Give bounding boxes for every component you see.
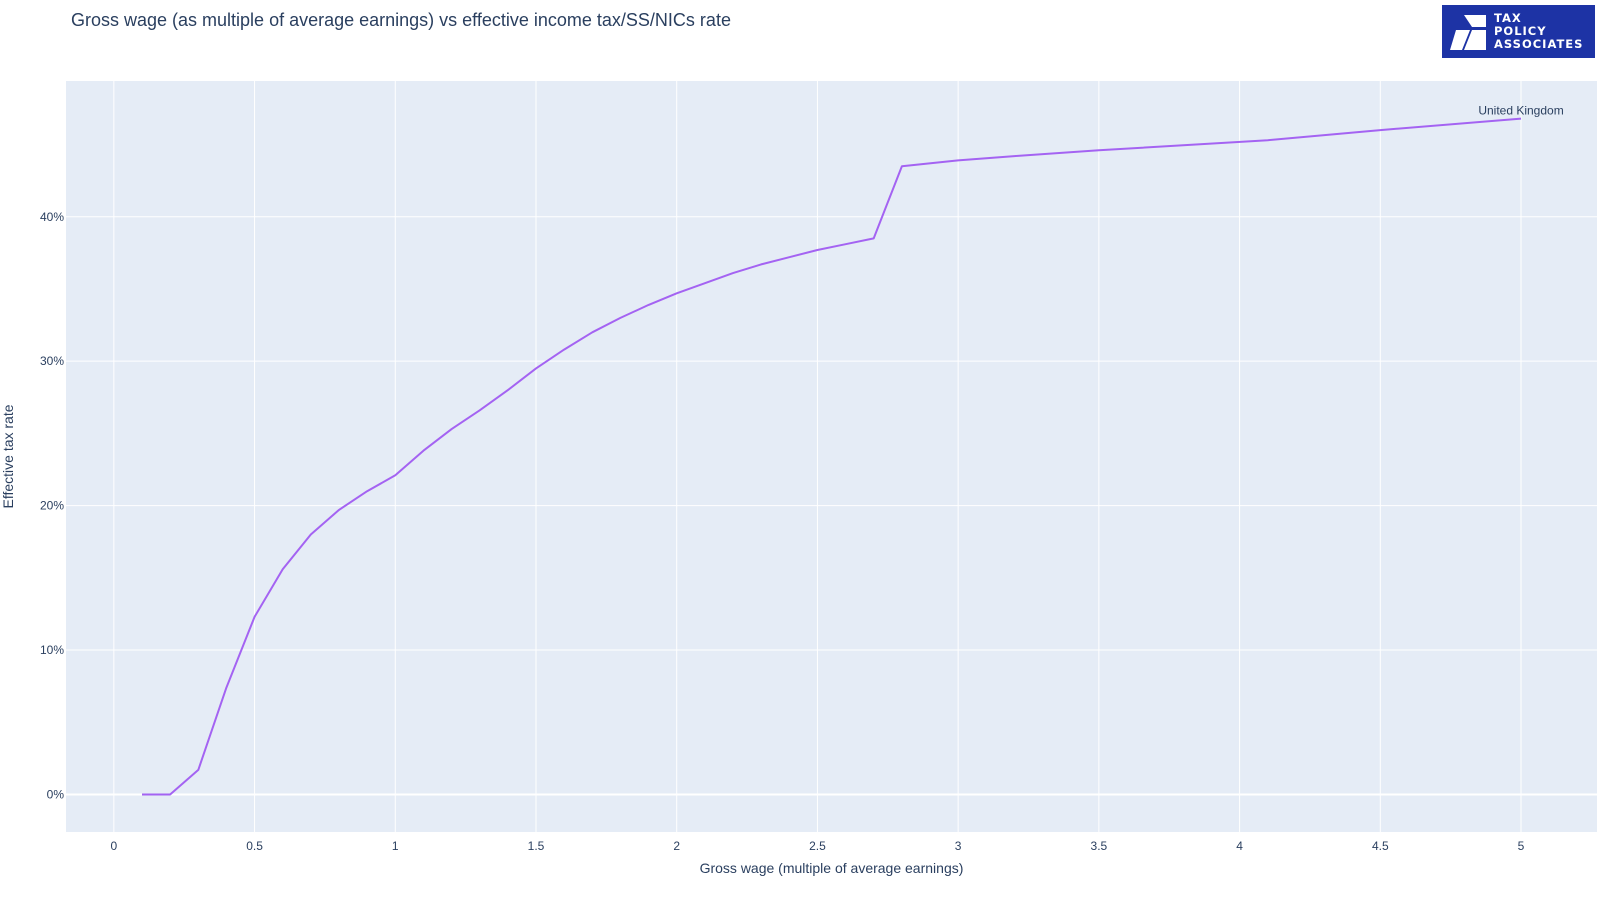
x-tick-label: 2.5 [809,839,826,853]
y-tick-label: 0% [47,787,65,801]
tax-policy-associates-logo: TAX POLICY ASSOCIATES [1442,5,1595,58]
x-tick-label: 0 [111,839,118,853]
logo-line: TAX [1494,11,1522,25]
y-axis-ticks: 0% 10% 20% 30% 40% [40,210,64,802]
gridlines [66,81,1597,832]
x-tick-label: 0.5 [246,839,263,853]
tax-policy-associates-logo-icon [1450,15,1486,50]
x-tick-label: 3.5 [1091,839,1108,853]
x-tick-label: 2 [673,839,680,853]
y-tick-label: 10% [40,643,64,657]
logo-line: ASSOCIATES [1494,37,1584,51]
x-tick-label: 4 [1236,839,1243,853]
x-axis-ticks: 0 0.5 1 1.5 2 2.5 3 3.5 4 4.5 5 [111,839,1525,853]
x-tick-label: 3 [955,839,962,853]
x-axis-label: Gross wage (multiple of average earnings… [700,860,964,876]
logo-line: POLICY [1494,24,1547,38]
logo-text: TAX POLICY ASSOCIATES [1494,12,1583,51]
y-tick-label: 40% [40,210,64,224]
series-annotation: United Kingdom [1478,104,1563,118]
x-tick-label: 4.5 [1372,839,1389,853]
x-tick-label: 1.5 [528,839,545,853]
y-tick-label: 20% [40,499,64,513]
y-tick-label: 30% [40,354,64,368]
x-tick-label: 5 [1518,839,1525,853]
chart-title: Gross wage (as multiple of average earni… [71,10,731,30]
plot-area [66,81,1597,832]
series-line-united-kingdom [142,117,1522,796]
x-tick-label: 1 [392,839,399,853]
series-layer [142,117,1522,796]
annotations-layer: United Kingdom [1478,104,1563,118]
y-axis-label: Effective tax rate [0,404,16,508]
